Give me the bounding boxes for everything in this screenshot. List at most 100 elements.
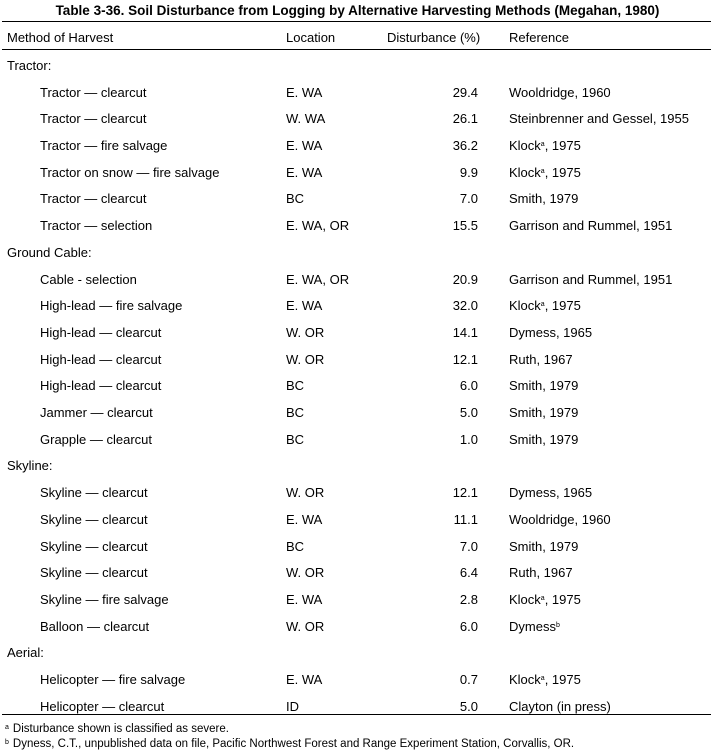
cell-method: Skyline — clearcut [40, 539, 148, 554]
footnote-marker: a [540, 141, 545, 148]
cell-location: E. WA [286, 592, 323, 607]
cell-disturbance: 36.2 [452, 138, 478, 153]
table-row: Balloon — clearcut W. OR 6.0 Dymessb [0, 618, 715, 636]
cell-disturbance: 1.0 [459, 432, 478, 447]
cell-method: High-lead — fire salvage [40, 298, 183, 313]
column-header-disturbance: Disturbance (%) [387, 30, 481, 45]
cell-location: E. WA, OR [286, 272, 350, 287]
footnote-a: a Disturbance shown is classified as seve… [5, 722, 229, 736]
table-row: Cable - selection E. WA, OR 20.9 Garrison a… [0, 271, 715, 289]
cell-method: Skyline — fire salvage [40, 592, 169, 607]
cell-method: Cable - selection [40, 272, 137, 287]
cell-location: E. WA [286, 165, 323, 180]
table-row: Skyline — clearcut E. WA 11.1 Wooldridge, 1… [0, 511, 715, 529]
table-row: Tractor — clearcut E. WA 29.4 Wooldridge, 1… [0, 84, 715, 102]
cell-disturbance: 12.1 [452, 485, 478, 500]
cell-reference: Steinbrenner and Gessel, 1955 [509, 110, 689, 128]
cell-reference: Dymess, 1965 [509, 484, 592, 502]
reference-author: Smith, 1979 [509, 378, 579, 393]
cell-disturbance: 20.9 [452, 272, 478, 287]
cell-location: W. WA [286, 111, 326, 126]
cell-location: BC [286, 378, 305, 393]
reference-author: Klock [509, 592, 541, 607]
cell-location: BC [286, 432, 305, 447]
reference-author: Garrison and Rummel, 1951 [509, 218, 673, 233]
cell-disturbance: 0.7 [459, 672, 478, 687]
footnote-marker: a [540, 595, 545, 602]
column-header-method: Method of Harvest [7, 30, 114, 45]
reference-year: , 1975 [544, 592, 581, 607]
cell-reference: Smith, 1979 [509, 404, 578, 422]
column-header-location: Location [286, 30, 336, 45]
cell-reference: Klocka, 1975 [509, 297, 581, 315]
table-title: Table 3-36. Soil Disturbance from Loggin… [55, 3, 660, 18]
reference-author: Smith, 1979 [509, 432, 579, 447]
cell-method: Tractor — clearcut [40, 191, 147, 206]
group-heading-row: Tractor: [0, 57, 715, 75]
cell-method: Tractor — clearcut [40, 111, 147, 126]
cell-method: Tractor — selection [40, 218, 153, 233]
cell-location: E. WA, OR [286, 218, 350, 233]
cell-disturbance: 14.1 [452, 325, 478, 340]
cell-method: High-lead — clearcut [40, 325, 162, 340]
cell-method: High-lead — clearcut [40, 378, 162, 393]
reference-author: Klock [509, 165, 541, 180]
table-row: High-lead — clearcut W. OR 12.1 Ruth, 1967 [0, 351, 715, 369]
table-row: Skyline — clearcut W. OR 6.4 Ruth, 1967 [0, 564, 715, 582]
table-row: Jammer — clearcut BC 5.0 Smith, 1979 [0, 404, 715, 422]
cell-location: W. OR [286, 485, 325, 500]
table-row: Helicopter — fire salvage E. WA 0.7 Klocka,… [0, 671, 715, 689]
cell-disturbance: 7.0 [459, 191, 478, 206]
cell-method: Helicopter — clearcut [40, 699, 165, 714]
reference-year: , 1975 [544, 298, 581, 313]
cell-method: Grapple — clearcut [40, 432, 152, 447]
top-rule [2, 21, 711, 22]
table-row: High-lead — clearcut BC 6.0 Smith, 1979 [0, 377, 715, 395]
cell-disturbance: 5.0 [459, 405, 478, 420]
cell-reference: Ruth, 1967 [509, 564, 573, 582]
table-row: Tractor — clearcut W. WA 26.1 Steinbrenner … [0, 110, 715, 128]
cell-reference: Smith, 1979 [509, 431, 578, 449]
cell-disturbance: 6.4 [459, 565, 478, 580]
cell-disturbance: 5.0 [459, 699, 478, 714]
cell-disturbance: 26.1 [452, 111, 478, 126]
table-row: Skyline — clearcut BC 7.0 Smith, 1979 [0, 538, 715, 556]
cell-disturbance: 11.1 [453, 512, 478, 527]
cell-reference: Smith, 1979 [509, 377, 578, 395]
reference-year: , 1975 [544, 138, 581, 153]
cell-disturbance: 6.0 [459, 619, 478, 634]
table-row: Tractor on snow — fire salvage E. WA 9.9 Kl… [0, 164, 715, 182]
footnote-marker: a [540, 675, 545, 682]
cell-method: Skyline — clearcut [40, 512, 148, 527]
reference-author: Wooldridge, 1960 [509, 512, 611, 527]
reference-author: Smith, 1979 [509, 191, 579, 206]
cell-reference: Dymess, 1965 [509, 324, 592, 342]
column-header-reference: Reference [509, 30, 569, 45]
footnote-text: Dyness, C.T., unpublished data on file, … [12, 738, 575, 750]
reference-author: Clayton (in press) [509, 699, 611, 714]
cell-reference: Klocka, 1975 [509, 137, 581, 155]
reference-author: Klock [509, 298, 541, 313]
cell-method: Helicopter — fire salvage [40, 672, 186, 687]
cell-location: E. WA [286, 85, 323, 100]
header-rule [2, 49, 711, 50]
reference-year: , 1975 [544, 165, 581, 180]
cell-reference: Klocka, 1975 [509, 591, 581, 609]
cell-disturbance: 32.0 [452, 298, 478, 313]
cell-location: E. WA [286, 512, 323, 527]
footnote-text: Disturbance shown is classified as sever… [12, 723, 229, 735]
table-row: Tractor — fire salvage E. WA 36.2 Klocka, 1… [0, 137, 715, 155]
reference-author: Wooldridge, 1960 [509, 85, 611, 100]
footnote-mark: b [5, 739, 9, 746]
reference-author: Ruth, 1967 [509, 565, 573, 580]
cell-location: W. OR [286, 325, 325, 340]
reference-author: Smith, 1979 [509, 539, 579, 554]
table-row: Helicopter — clearcut ID 5.0 Clayton (in pr… [0, 698, 715, 716]
cell-reference: Garrison and Rummel, 1951 [509, 271, 672, 289]
reference-author: Smith, 1979 [509, 405, 579, 420]
table-row: Grapple — clearcut BC 1.0 Smith, 1979 [0, 431, 715, 449]
cell-reference: Smith, 1979 [509, 538, 578, 556]
reference-author: Garrison and Rummel, 1951 [509, 272, 673, 287]
bottom-rule [2, 714, 711, 715]
reference-year: , 1975 [544, 672, 581, 687]
